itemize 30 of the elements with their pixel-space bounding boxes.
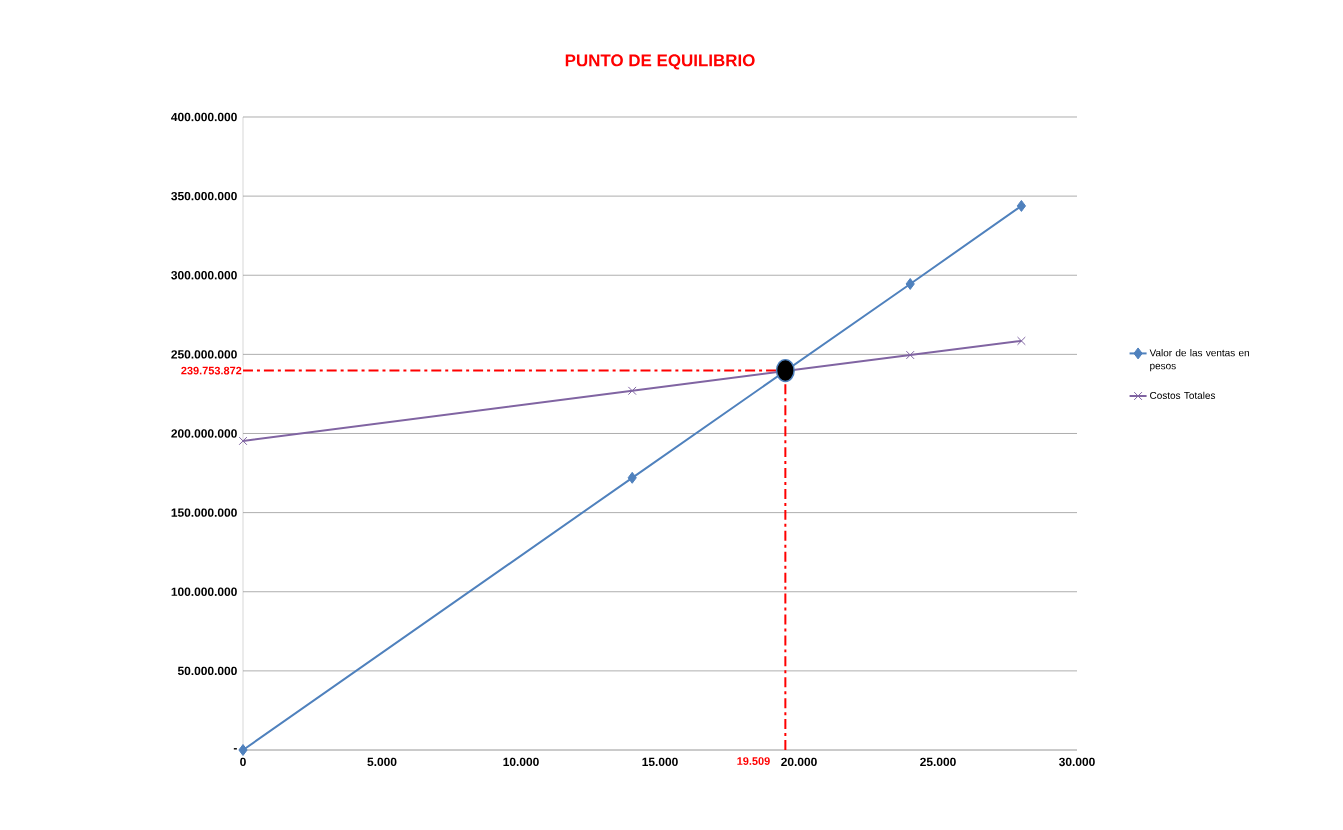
- point: [905, 350, 915, 360]
- y-tick-label: 200.000.000: [171, 429, 237, 438]
- y-tick-label: 350.000.000: [171, 191, 237, 201]
- point: [627, 386, 637, 396]
- y-tick-label: 300.000.000: [171, 271, 237, 280]
- x-tick-label: 20.000: [781, 757, 817, 767]
- y-tick-label: 150.000.000: [171, 508, 237, 517]
- ref-line-label: 19.509: [737, 757, 770, 765]
- x-tick-label: 30.000: [1059, 757, 1095, 767]
- point: [238, 744, 248, 756]
- x-tick-label: 10.000: [503, 757, 539, 767]
- x-tick-label: 0: [240, 757, 246, 767]
- x-tick-label: 25.000: [920, 757, 956, 767]
- x-tick-label: 5.000: [367, 757, 397, 767]
- ref-line-label: 239.753.872: [181, 366, 242, 375]
- y-tick-label: 50.000.000: [177, 666, 237, 676]
- point: [627, 471, 637, 484]
- point: [1017, 336, 1026, 346]
- point: [905, 277, 915, 290]
- y-tick-label: 400.000.000: [171, 112, 237, 122]
- x-tick-label: 15.000: [642, 757, 678, 767]
- chart-title: PUNTO DE EQUILIBRIO: [565, 54, 755, 70]
- y-tick-label: -: [233, 748, 237, 750]
- point: [238, 436, 248, 446]
- point: [1016, 199, 1027, 212]
- y-tick-label: 250.000.000: [171, 350, 237, 359]
- legend-label: Valor de las ventas en pesos: [1149, 349, 1249, 372]
- y-tick-label: 100.000.000: [171, 587, 237, 596]
- point: [775, 358, 795, 383]
- legend-label: Costos Totales: [1150, 391, 1216, 399]
